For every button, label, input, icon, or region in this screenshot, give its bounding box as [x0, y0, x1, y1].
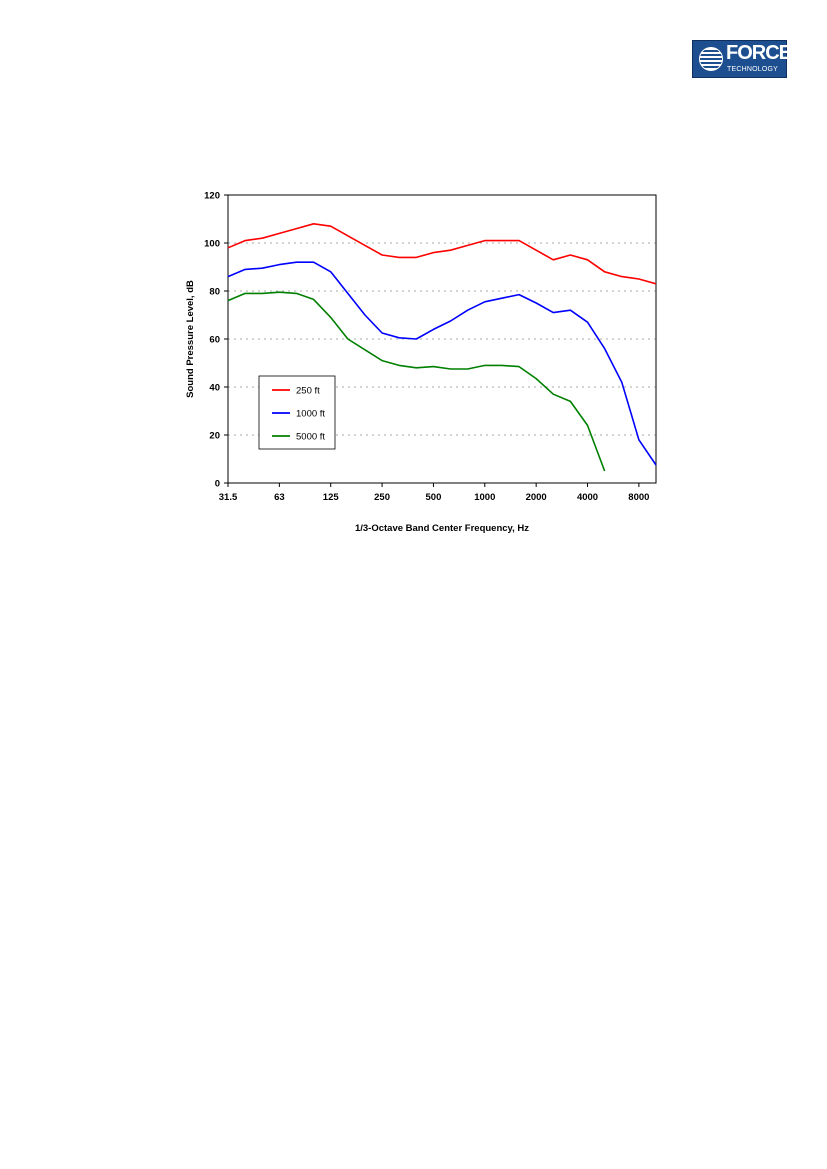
x-tick-label: 1000 — [474, 492, 495, 503]
legend-label: 1000 ft — [296, 409, 325, 420]
y-tick-label: 0 — [215, 479, 220, 490]
x-axis-title: 1/3-Octave Band Center Frequency, Hz — [355, 523, 529, 534]
y-tick-label: 60 — [209, 335, 220, 346]
x-tick-labels: 31.5 63 125 250 500 1000 2000 4000 8000 — [219, 483, 649, 503]
series-line — [227, 261, 657, 466]
y-axis-title: Sound Pressure Level, dB — [185, 280, 196, 398]
gridlines — [224, 194, 656, 484]
force-technology-logo: FORCE TECHNOLOGY — [692, 40, 792, 78]
x-tick-label: 2000 — [526, 492, 547, 503]
y-tick-label: 20 — [209, 431, 220, 442]
y-tick-label: 100 — [204, 239, 220, 250]
series-line — [227, 291, 606, 472]
y-tick-label: 120 — [204, 191, 220, 202]
legend-box — [258, 375, 336, 450]
x-tick-label: 63 — [274, 492, 285, 503]
globe-icon — [699, 47, 723, 71]
legend-label: 250 ft — [296, 386, 320, 397]
series-line — [227, 223, 657, 285]
legend-label: 5000 ft — [296, 432, 325, 443]
x-tick-label: 8000 — [628, 492, 649, 503]
legend: 250 ft 1000 ft 5000 ft — [258, 375, 336, 450]
y-tick-label: 40 — [209, 383, 220, 394]
logo-subtitle: TECHNOLOGY — [727, 66, 779, 73]
logo-wordmark: FORCE — [726, 42, 792, 64]
x-tick-label: 4000 — [577, 492, 598, 503]
series-lines — [227, 223, 657, 472]
x-tick-label: 250 — [374, 492, 390, 503]
y-tick-label: 80 — [209, 287, 220, 298]
x-tick-label: 500 — [426, 492, 442, 503]
x-tick-label: 31.5 — [219, 492, 238, 503]
x-tick-label: 125 — [323, 492, 340, 503]
y-tick-labels: 0 20 40 60 80 100 120 — [204, 191, 220, 490]
